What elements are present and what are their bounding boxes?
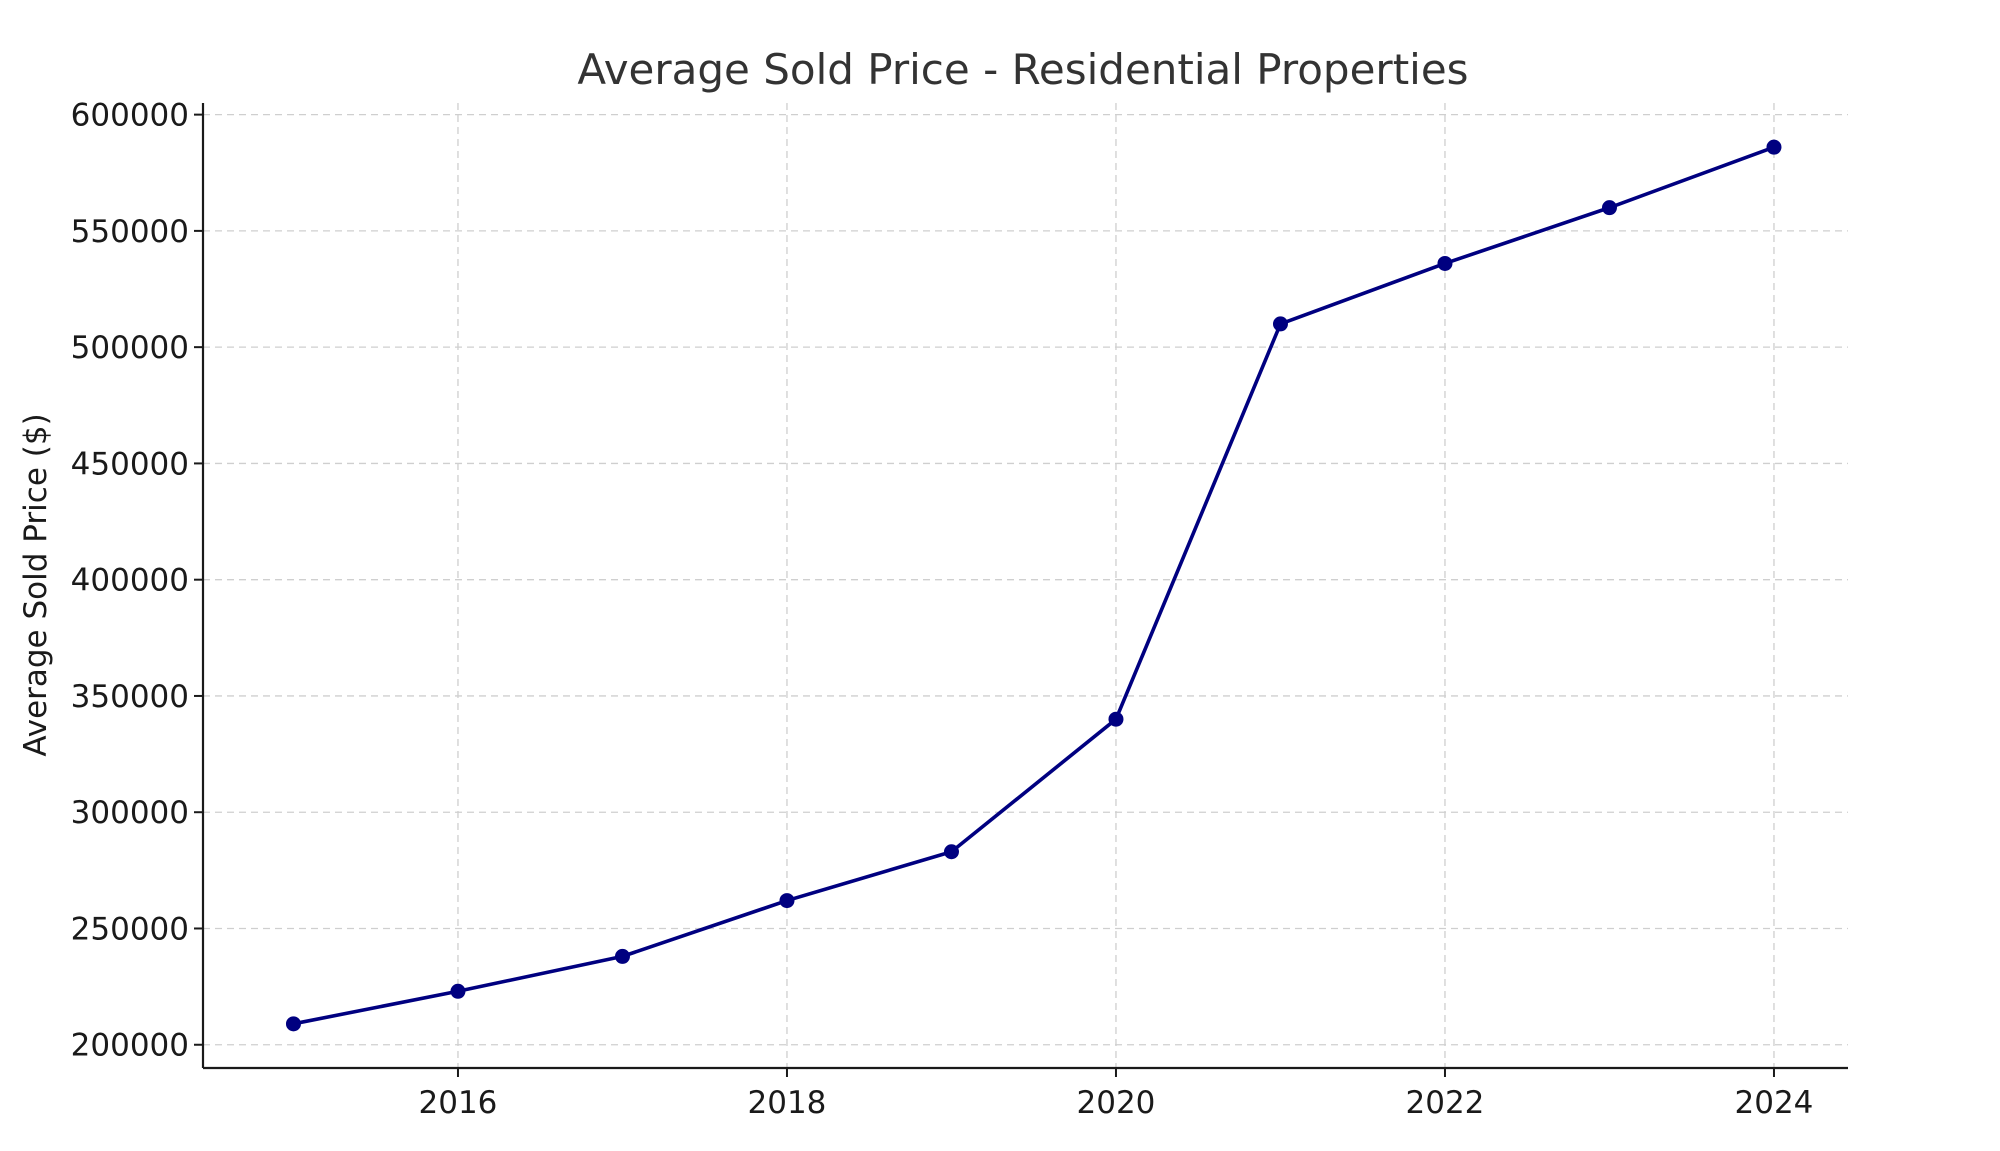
axes bbox=[201, 103, 1848, 1070]
grid bbox=[203, 103, 1848, 1068]
series-layer bbox=[285, 139, 1782, 1032]
data-point bbox=[779, 893, 795, 909]
y-tick-label: 450000 bbox=[71, 446, 189, 482]
ticks: 200000 250000 300000 350000 400000 450000 5000… bbox=[71, 98, 1814, 1121]
x-tick-label: 2020 bbox=[1077, 1085, 1156, 1121]
y-axis-label: Average Sold Price ($) bbox=[18, 413, 54, 756]
x-tick-label: 2016 bbox=[419, 1085, 498, 1121]
y-tick-label: 550000 bbox=[71, 214, 189, 250]
data-point bbox=[450, 983, 466, 999]
y-tick-label: 350000 bbox=[71, 679, 189, 715]
data-point bbox=[1766, 139, 1782, 155]
data-point bbox=[1108, 711, 1124, 727]
y-tick-label: 500000 bbox=[71, 330, 189, 366]
data-point bbox=[1601, 200, 1617, 216]
data-point bbox=[1272, 316, 1288, 332]
y-tick-label: 600000 bbox=[71, 98, 189, 134]
y-tick-label: 250000 bbox=[71, 911, 189, 947]
data-point bbox=[943, 844, 959, 860]
y-tick-label: 200000 bbox=[71, 1028, 189, 1064]
data-point bbox=[1437, 255, 1453, 271]
data-point bbox=[614, 948, 630, 964]
x-tick-label: 2022 bbox=[1406, 1085, 1485, 1121]
y-tick-label: 300000 bbox=[71, 795, 189, 831]
x-tick-label: 2024 bbox=[1735, 1085, 1814, 1121]
x-tick-label: 2018 bbox=[748, 1085, 827, 1121]
chart-title: Average Sold Price - Residential Propert… bbox=[577, 45, 1468, 94]
y-tick-label: 400000 bbox=[71, 563, 189, 599]
data-point bbox=[285, 1016, 301, 1032]
series-line bbox=[291, 145, 1776, 1026]
